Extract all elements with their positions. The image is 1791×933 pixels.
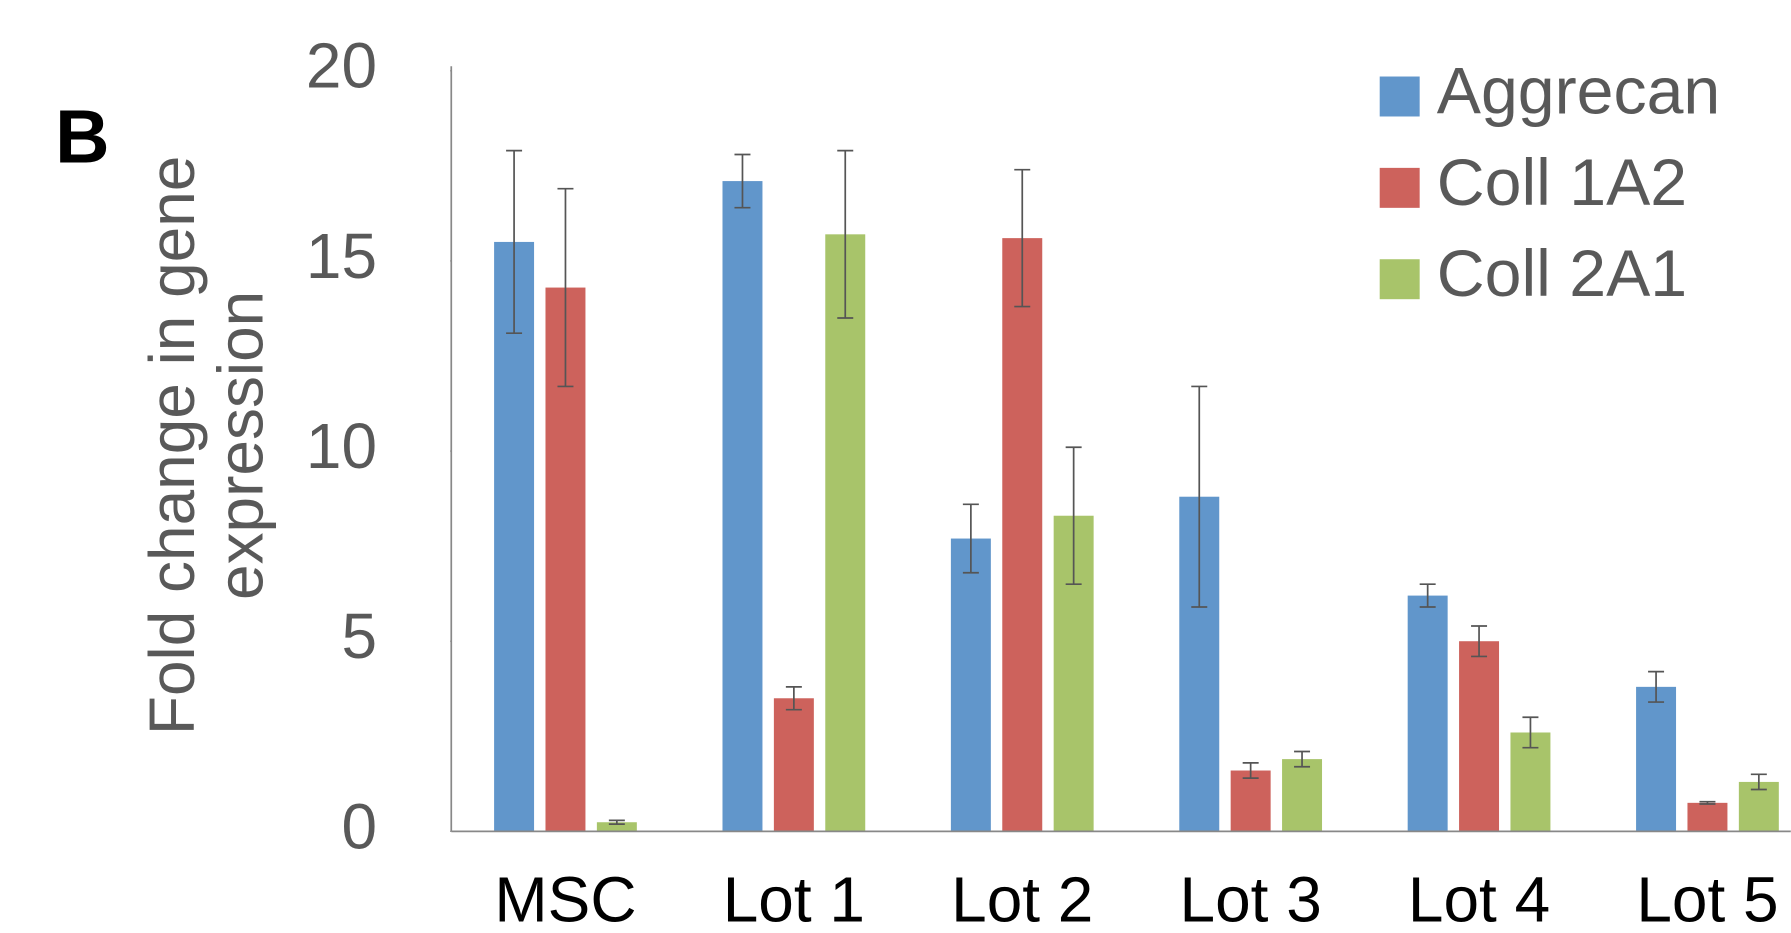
bar: [1636, 687, 1676, 832]
bar: [1459, 641, 1499, 831]
y-tick-label: 5: [341, 600, 377, 672]
legend-swatch: [1380, 77, 1420, 117]
legend-swatch: [1380, 259, 1420, 299]
bar: [951, 539, 991, 832]
legend-swatch: [1380, 168, 1420, 208]
y-tick-label: 10: [306, 410, 377, 482]
y-tick-label: 15: [306, 220, 377, 292]
y-tick-label: 20: [306, 30, 377, 102]
y-axis-title-line: expression: [205, 291, 277, 600]
legend-label: Coll 1A2: [1437, 146, 1687, 220]
legend-label: Aggrecan: [1437, 54, 1720, 128]
bar: [825, 234, 865, 831]
y-axis-title-line: Fold change in gene: [136, 156, 208, 735]
bar: [1282, 759, 1322, 831]
bar: [1002, 238, 1042, 831]
chart: B Fold change in gene expression 0 5 10 15 2…: [0, 0, 1791, 933]
y-tick-label: 0: [341, 790, 377, 862]
x-tick-label: Lot 4: [1408, 863, 1550, 933]
x-tick-label: Lot 1: [723, 863, 865, 933]
x-tick-label: Lot 3: [1180, 863, 1322, 933]
x-tick-label: Lot 5: [1636, 863, 1778, 933]
y-axis-title: Fold change in gene expression: [136, 156, 277, 735]
bar: [774, 698, 814, 831]
bar: [1231, 771, 1271, 832]
x-tick-label: MSC: [494, 863, 636, 933]
bar: [1687, 803, 1727, 832]
bar: [1408, 596, 1448, 832]
x-tick-label: Lot 2: [951, 863, 1093, 933]
panel-label: B: [55, 95, 109, 179]
bar: [722, 181, 762, 831]
legend-label: Coll 2A1: [1437, 237, 1687, 311]
